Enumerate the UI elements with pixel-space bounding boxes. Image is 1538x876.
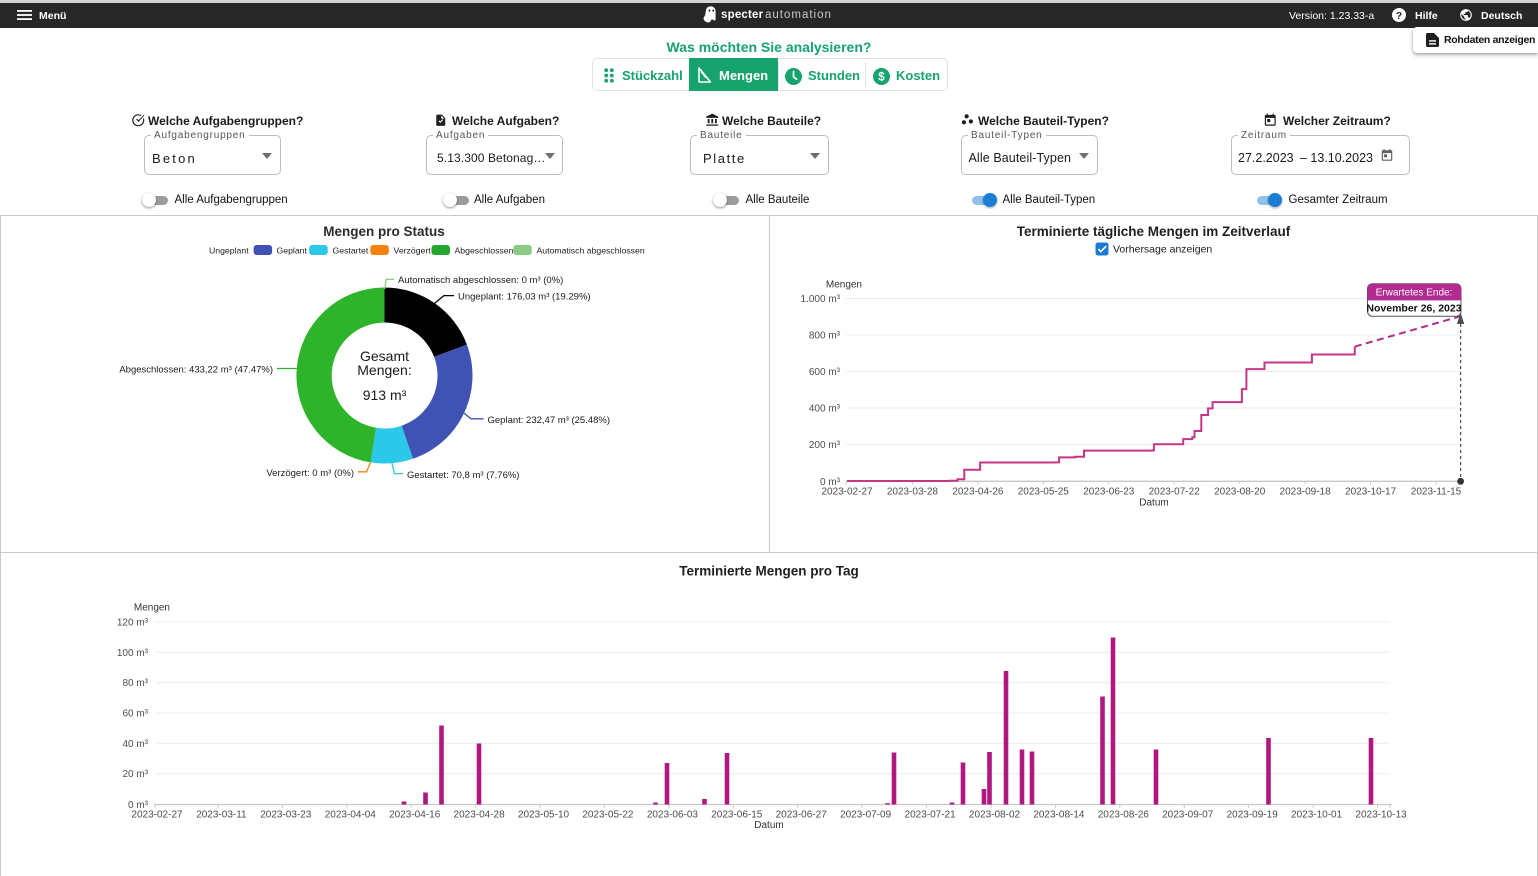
svg-text:2023-06-27: 2023-06-27 [776, 810, 828, 821]
svg-text:Verzögert: Verzögert [394, 246, 432, 256]
svg-text:?: ? [1396, 10, 1402, 22]
svg-text:200 m³: 200 m³ [809, 440, 841, 451]
svg-text:600 m³: 600 m³ [809, 367, 841, 378]
svg-text:2023-08-14: 2023-08-14 [1033, 810, 1085, 821]
svg-text:Ungeplant: 176,03 m³ (19.29%): Ungeplant: 176,03 m³ (19.29%) [458, 292, 591, 303]
svg-text:2023-06-23: 2023-06-23 [1083, 487, 1135, 498]
svg-text:2023-05-25: 2023-05-25 [1018, 487, 1070, 498]
svg-text:Mengen: Mengen [826, 280, 862, 291]
svg-text:2023-04-16: 2023-04-16 [389, 810, 441, 821]
svg-text:40 m³: 40 m³ [122, 739, 148, 750]
svg-text:Abgeschlossen: Abgeschlossen [455, 246, 514, 256]
svg-text:Automatisch abgeschlossen: Automatisch abgeschlossen [537, 246, 645, 256]
svg-text:2023-03-11: 2023-03-11 [196, 810, 247, 821]
svg-text:Vorhersage anzeigen: Vorhersage anzeigen [1113, 244, 1212, 256]
svg-text:2023-06-15: 2023-06-15 [711, 810, 763, 821]
svg-text:2023-08-26: 2023-08-26 [1098, 810, 1150, 821]
svg-text:20 m³: 20 m³ [122, 769, 148, 780]
svg-text:Automatisch abgeschlossen: 0 m: Automatisch abgeschlossen: 0 m³ (0%) [398, 275, 563, 286]
svg-text:800 m³: 800 m³ [809, 331, 841, 342]
svg-text:1.000 m³: 1.000 m³ [801, 294, 841, 305]
svg-text:400 m³: 400 m³ [809, 404, 841, 415]
svg-text:2023-10-13: 2023-10-13 [1355, 810, 1407, 821]
svg-text:Gesamt: Gesamt [360, 348, 409, 364]
svg-text:Ungeplant: Ungeplant [209, 246, 249, 256]
svg-text:Datum: Datum [754, 820, 783, 831]
svg-text:2023-05-10: 2023-05-10 [518, 810, 570, 821]
svg-text:2023-06-03: 2023-06-03 [647, 810, 699, 821]
svg-text:2023-09-19: 2023-09-19 [1227, 810, 1279, 821]
svg-text:Terminierte Mengen pro Tag: Terminierte Mengen pro Tag [679, 564, 859, 579]
svg-text:2023-10-17: 2023-10-17 [1345, 487, 1397, 498]
svg-text:2023-03-28: 2023-03-28 [887, 487, 939, 498]
svg-text:Mengen pro Status: Mengen pro Status [323, 224, 445, 239]
svg-text:100 m³: 100 m³ [117, 648, 149, 659]
svg-text:2023-04-26: 2023-04-26 [952, 487, 1004, 498]
svg-text:2023-07-21: 2023-07-21 [905, 810, 957, 821]
svg-text:Geplant: 232,47 m³ (25.48%): Geplant: 232,47 m³ (25.48%) [488, 415, 611, 426]
svg-text:Mengen: Mengen [134, 603, 170, 614]
svg-text:80 m³: 80 m³ [122, 678, 148, 689]
svg-text:2023-03-23: 2023-03-23 [260, 810, 312, 821]
svg-text:2023-08-02: 2023-08-02 [969, 810, 1021, 821]
svg-text:0 m³: 0 m³ [128, 800, 149, 811]
svg-text:2023-09-18: 2023-09-18 [1280, 487, 1332, 498]
svg-text:2023-09-07: 2023-09-07 [1162, 810, 1214, 821]
svg-text:$: $ [878, 71, 885, 83]
svg-text:2023-04-04: 2023-04-04 [325, 810, 377, 821]
svg-text:60 m³: 60 m³ [122, 709, 148, 720]
svg-text:Terminierte tägliche Mengen im: Terminierte tägliche Mengen im Zeitverla… [1017, 224, 1291, 239]
svg-text:2023-07-09: 2023-07-09 [840, 810, 892, 821]
svg-text:Verzögert: 0 m³ (0%): Verzögert: 0 m³ (0%) [266, 468, 354, 479]
svg-text:2023-10-01: 2023-10-01 [1291, 810, 1343, 821]
svg-text:2023-04-28: 2023-04-28 [454, 810, 506, 821]
svg-text:2023-02-27: 2023-02-27 [821, 487, 873, 498]
svg-text:Gestartet: Gestartet [333, 246, 369, 256]
svg-text:0 m³: 0 m³ [820, 477, 841, 488]
svg-text:Mengen:: Mengen: [357, 362, 411, 378]
svg-text:2023-02-27: 2023-02-27 [131, 810, 183, 821]
svg-text:2023-07-22: 2023-07-22 [1149, 487, 1201, 498]
svg-text:913 m³: 913 m³ [363, 387, 407, 403]
svg-text:2023-11-15: 2023-11-15 [1411, 487, 1462, 498]
svg-text:Gestartet: 70,8 m³ (7.76%): Gestartet: 70,8 m³ (7.76%) [407, 470, 519, 481]
svg-text:2023-05-22: 2023-05-22 [582, 810, 634, 821]
svg-text:Abgeschlossen: 433,22 m³ (47.4: Abgeschlossen: 433,22 m³ (47.47%) [119, 365, 273, 376]
svg-text:Erwartetes Ende:: Erwartetes Ende: [1376, 288, 1453, 299]
svg-text:Datum: Datum [1139, 498, 1168, 509]
svg-text:Geplant: Geplant [277, 246, 308, 256]
svg-text:120 m³: 120 m³ [117, 618, 149, 629]
svg-text:November 26, 2023: November 26, 2023 [1366, 303, 1461, 315]
svg-text:2023-08-20: 2023-08-20 [1214, 487, 1266, 498]
